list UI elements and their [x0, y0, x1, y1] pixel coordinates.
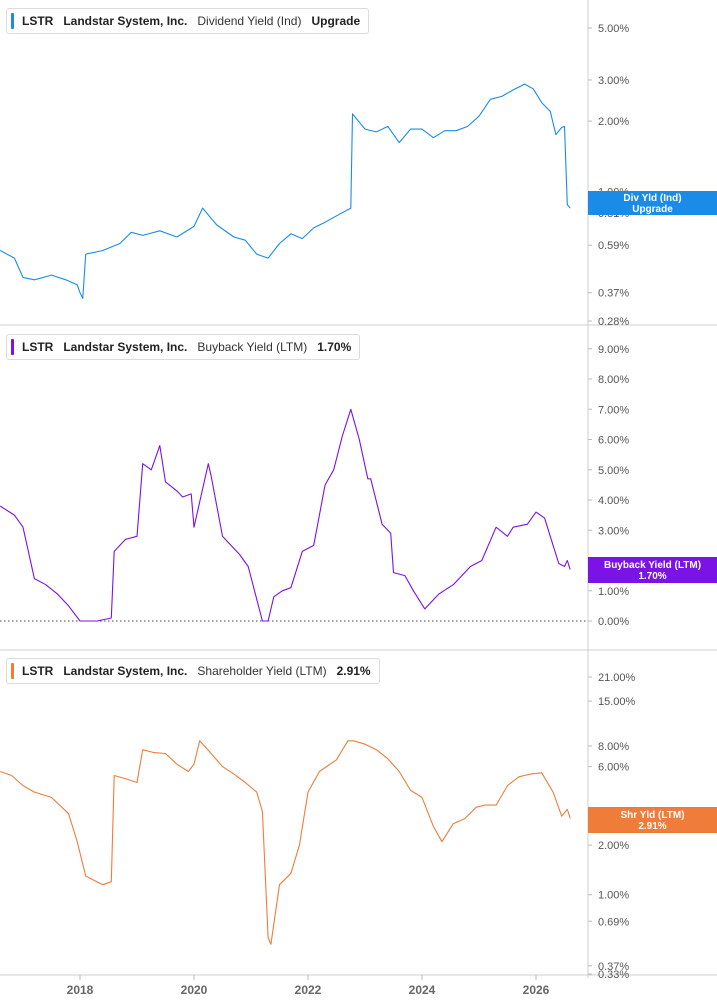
- y-tick-label: 3.00%: [598, 525, 629, 537]
- x-tick-label: 2024: [409, 983, 436, 997]
- legend-metric: Buyback Yield (LTM): [197, 340, 308, 354]
- y-tick-label: 7.00%: [598, 404, 629, 416]
- y-tick-label: 21.00%: [598, 672, 636, 684]
- y-tick-label: 6.00%: [598, 762, 629, 774]
- y-tick-label: 0.33%: [598, 969, 629, 981]
- value-tag-1: Buyback Yield (LTM)1.70%: [588, 557, 717, 583]
- legend-swatch: [11, 339, 14, 355]
- legend-swatch: [11, 663, 14, 679]
- series-lines: [0, 83, 571, 945]
- y-tick-label: 15.00%: [598, 696, 636, 708]
- value-tag-label: Buyback Yield (LTM): [604, 560, 701, 571]
- y-tick-label: 0.00%: [598, 616, 629, 628]
- series-line-1: [0, 408, 571, 622]
- y-tick-label: 3.00%: [598, 75, 629, 87]
- legend-ticker: LSTR: [22, 664, 54, 678]
- y-tick-label: 1.00%: [598, 890, 629, 902]
- y-tick-label: 5.00%: [598, 23, 629, 35]
- legend-dividend-yield[interactable]: LSTR Landstar System, Inc. Dividend Yiel…: [6, 8, 370, 34]
- y-tick-label: 0.69%: [598, 916, 629, 928]
- y-axis-ticks: 5.00%3.00%2.00%1.00%0.81%0.59%0.37%0.28%…: [588, 23, 636, 981]
- y-tick-label: 6.00%: [598, 435, 629, 447]
- value-tag-bg: [588, 807, 717, 833]
- x-axis-ticks: 2018 2020 2022 2024 2026: [67, 975, 550, 997]
- value-tag-label: Div Yld (Ind): [623, 193, 681, 204]
- series-line-0: [0, 83, 571, 299]
- legend-metric: Shareholder Yield (LTM): [197, 664, 327, 678]
- legend-swatch: [11, 13, 14, 29]
- legend-ticker: LSTR: [22, 14, 54, 28]
- legend-shareholder-yield[interactable]: LSTR Landstar System, Inc. Shareholder Y…: [6, 658, 380, 684]
- x-tick-label: 2022: [295, 983, 322, 997]
- legend-value: Upgrade: [311, 14, 361, 28]
- legend-buyback-yield[interactable]: LSTR Landstar System, Inc. Buyback Yield…: [6, 334, 361, 360]
- value-tag-value: 2.91%: [638, 821, 666, 832]
- value-tag-bg: [588, 557, 717, 583]
- value-tag-label: Shr Yld (LTM): [620, 810, 684, 821]
- legend-value: 2.91%: [336, 664, 371, 678]
- value-tag-0: Div Yld (Ind)Upgrade: [588, 191, 717, 215]
- series-line-2: [0, 740, 571, 945]
- y-tick-label: 0.37%: [598, 288, 629, 300]
- y-tick-label: 1.00%: [598, 586, 629, 598]
- y-tick-label: 2.00%: [598, 840, 629, 852]
- value-tag-value: 1.70%: [638, 571, 666, 582]
- legend-metric: Dividend Yield (Ind): [197, 14, 302, 28]
- y-tick-label: 5.00%: [598, 465, 629, 477]
- value-tag-2: Shr Yld (LTM)2.91%: [588, 807, 717, 833]
- legend-company: Landstar System, Inc.: [63, 664, 188, 678]
- x-tick-label: 2018: [67, 983, 94, 997]
- x-tick-label: 2026: [523, 983, 550, 997]
- y-tick-label: 0.28%: [598, 316, 629, 328]
- value-tag-value: Upgrade: [632, 204, 673, 215]
- y-tick-label: 0.37%: [598, 961, 629, 973]
- y-tick-label: 0.59%: [598, 240, 629, 252]
- legend-value: 1.70%: [317, 340, 352, 354]
- y-tick-label: 8.00%: [598, 374, 629, 386]
- legend-company: Landstar System, Inc.: [63, 14, 188, 28]
- legend-ticker: LSTR: [22, 340, 54, 354]
- value-tag-bg: [588, 191, 717, 215]
- y-tick-label: 4.00%: [598, 495, 629, 507]
- x-tick-label: 2020: [181, 983, 208, 997]
- y-tick-label: 2.00%: [598, 116, 629, 128]
- y-tick-label: 8.00%: [598, 741, 629, 753]
- y-tick-label: 9.00%: [598, 344, 629, 356]
- legend-company: Landstar System, Inc.: [63, 340, 188, 354]
